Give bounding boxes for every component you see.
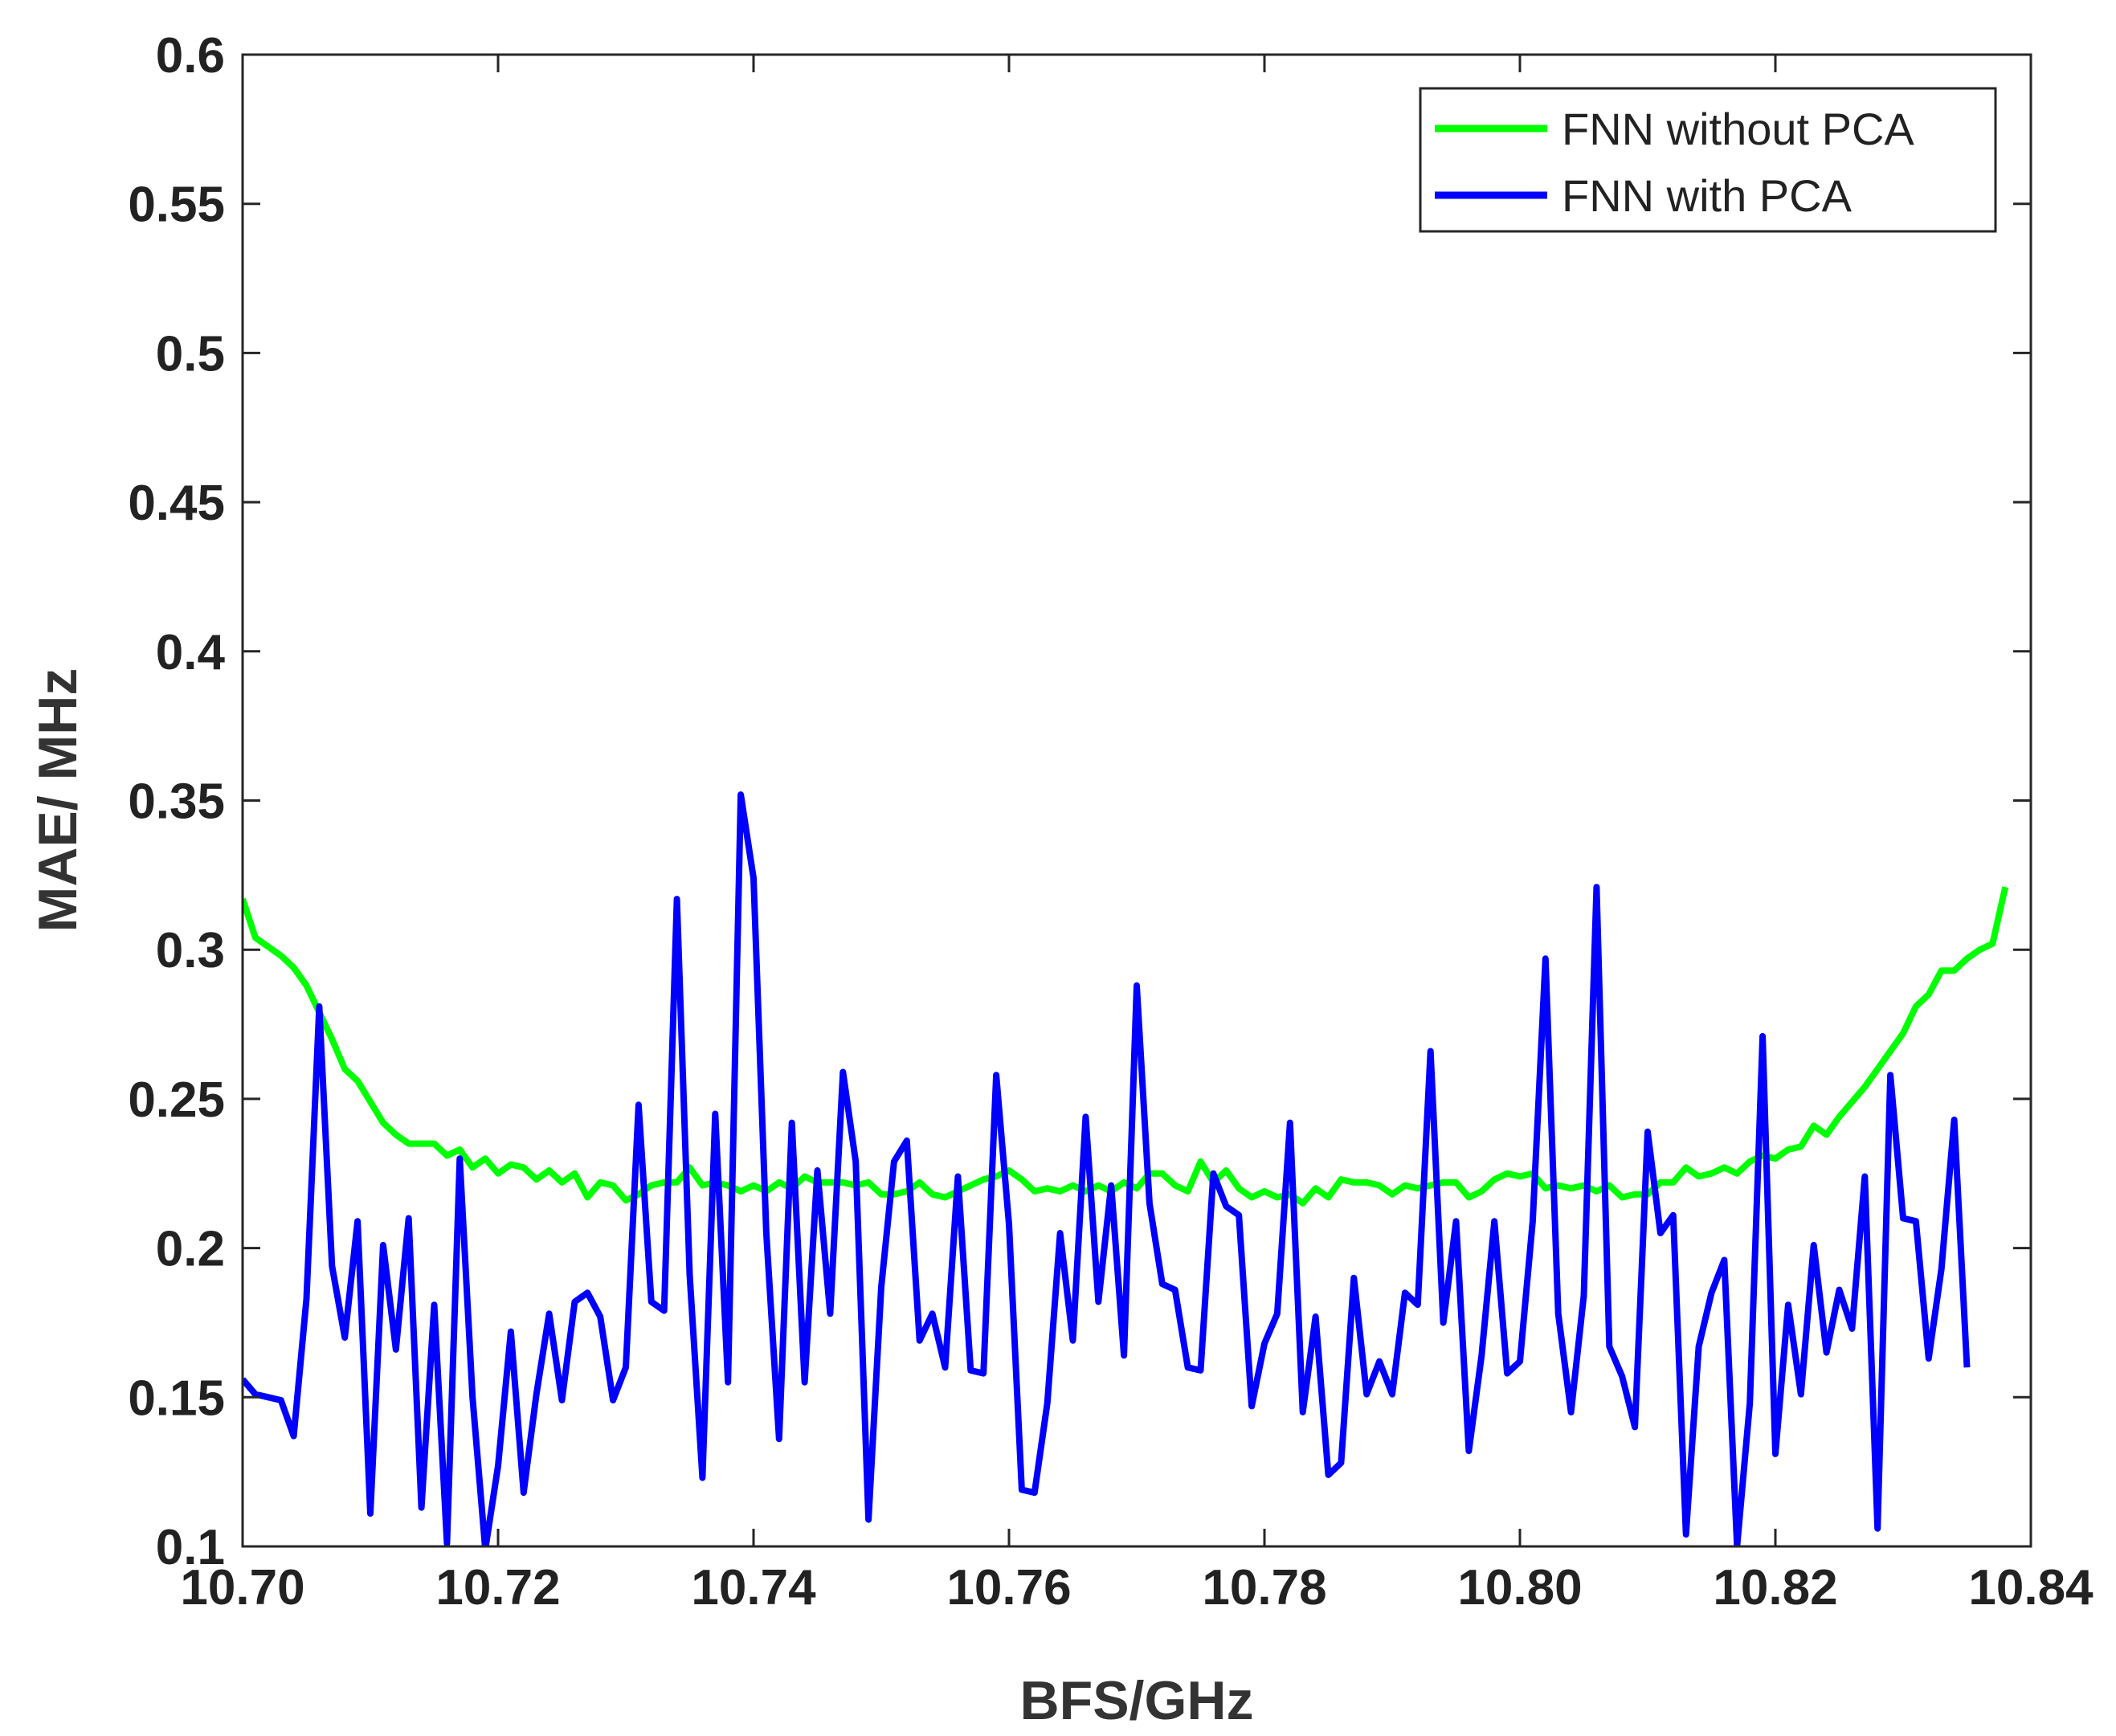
x-tick-label-6: 10.82 [1713,1560,1837,1616]
legend-box [1419,87,1997,233]
series-layer [243,791,2009,1546]
x-tick-label-4: 10.78 [1202,1560,1326,1616]
y-tick-label-6: 0.4 [156,625,226,680]
x-tick-label-7: 10.84 [1968,1560,2094,1616]
y-tick-label-0: 0.1 [156,1520,225,1575]
legend-label-fnn-without-pca: FNN without PCA [1562,104,1914,154]
y-tick-label-5: 0.35 [128,774,225,830]
y-tick-label-1: 0.15 [128,1370,225,1426]
legend-label-fnn-with-pca: FNN with PCA [1562,170,1853,221]
y-tick-label-9: 0.55 [128,178,225,233]
legend: FNN without PCA FNN with PCA [1419,87,1997,233]
x-tick-label-0: 10.70 [180,1560,304,1616]
x-tick-label-5: 10.80 [1457,1560,1582,1616]
plot-background [243,55,2031,1546]
series-line-0 [243,886,2009,1207]
y-tick-label-2: 0.2 [156,1222,225,1277]
x-tick-label-3: 10.76 [946,1560,1071,1616]
x-tick-label-2: 10.74 [691,1560,816,1616]
y-tick-label-10: 0.6 [156,28,225,84]
y-tick-label-4: 0.3 [156,923,225,978]
y-axis-title: MAE/ MHz [27,668,88,933]
y-tick-label-8: 0.5 [156,326,225,382]
y-tick-label-3: 0.25 [128,1072,225,1128]
ticks-layer [241,53,2032,1548]
x-axis-title: BFS/GHz [1020,1670,1254,1731]
tick-labels-layer: 10.70 10.72 10.74 10.76 10.78 10.80 10.82 10.84… [128,28,2094,1616]
series-line-1 [243,791,1971,1546]
y-tick-label-7: 0.45 [128,476,225,531]
x-tick-label-1: 10.72 [435,1560,560,1616]
